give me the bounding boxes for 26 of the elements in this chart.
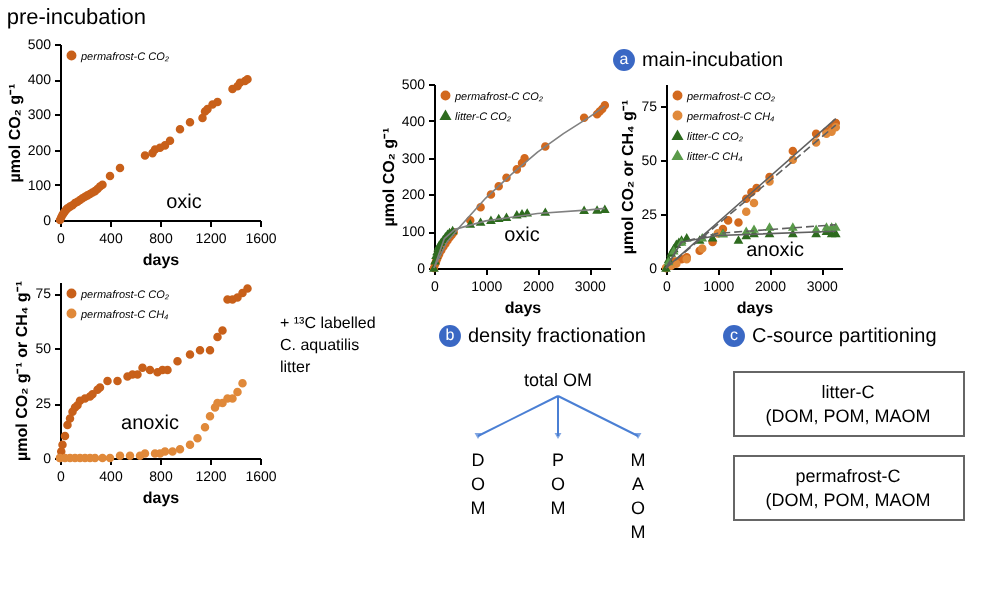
chart-title: pre-incubation [6,6,147,30]
text: MAOM [630,450,646,542]
x-axis-title: days [504,299,543,317]
x-axis-title: days [142,251,181,269]
text: + ¹³C labelled C. aquatilis litter [280,314,376,376]
text: b [445,326,456,344]
text: C-source partitioning [752,326,937,348]
text: DOM [470,450,486,518]
text: main-incubation [642,50,784,72]
y-axis-title: µmol CO₂ g⁻¹ or CH₄ g⁻¹ [13,280,32,461]
annotation: anoxic [746,239,805,262]
x-axis-title: days [142,489,181,507]
text: litter-C (DOM, POM, MAOM [765,382,931,426]
x-axis-title: days [736,299,775,317]
annotation: anoxic [121,412,179,435]
annotation: oxic [166,192,202,215]
annotation: oxic [504,224,540,247]
text: total OM [523,370,593,390]
text: POM [550,450,566,518]
text: permafrost-C (DOM, POM, MAOM [765,466,931,510]
y-axis-title: µmol CO₂ or CH₄ g⁻¹ [619,99,638,255]
text: density fractionation [468,326,646,348]
y-axis-title: µmol CO₂ g⁻¹ [5,82,24,183]
y-axis-title: µmol CO₂ g⁻¹ [379,126,398,227]
text: a [619,50,630,68]
text: c [730,326,738,344]
